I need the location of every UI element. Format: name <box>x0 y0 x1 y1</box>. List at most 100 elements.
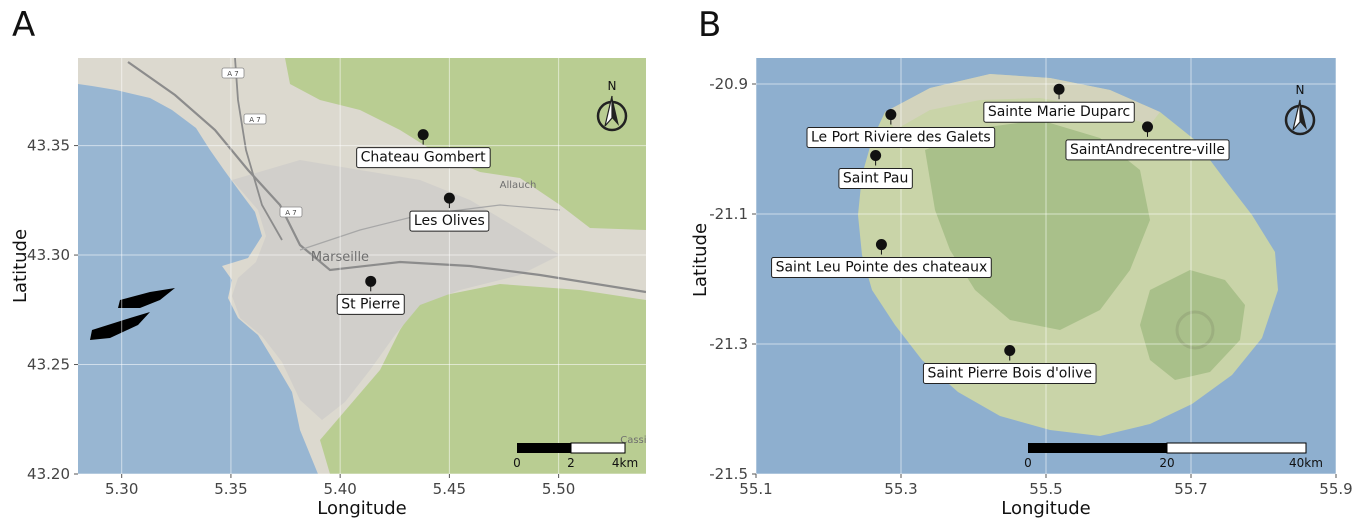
coastal-urban <box>885 74 1160 130</box>
site-markers: Chateau Gombert Les Olives St Pierre <box>336 129 491 315</box>
scale-bar-black <box>1028 443 1167 453</box>
place-labels: Marseille Allauch Cassis <box>311 180 652 446</box>
site-label: Chateau Gombert <box>361 150 487 166</box>
site-point[interactable] <box>443 192 455 204</box>
y-axis-title: Latitude <box>690 223 711 297</box>
site-label-box <box>409 210 490 232</box>
volcano-crater <box>1175 310 1215 350</box>
place-label-marseille: Marseille <box>311 250 369 265</box>
north-label: N <box>1296 83 1305 97</box>
site-point[interactable] <box>1004 345 1016 356</box>
y-tick-label: 43.30 <box>27 246 70 264</box>
site-marker[interactable]: Saint Pierre Bois d'olive <box>922 345 1097 384</box>
road-shields: A 7 A 7 A 7 <box>221 67 303 218</box>
site-label: SaintAndrecentre-ville <box>1070 142 1225 158</box>
site-label-box <box>922 363 1097 384</box>
y-axis-title: Latitude <box>10 229 31 303</box>
x-tick-label: 55.7 <box>1174 480 1207 498</box>
hills-south <box>320 284 646 474</box>
x-tick-label: 5.45 <box>433 480 466 498</box>
x-tick-label: 5.50 <box>542 480 575 498</box>
site-marker[interactable]: Les Olives <box>409 192 490 232</box>
hills-north <box>285 58 646 230</box>
scale-bar-label: 2 <box>567 456 575 470</box>
site-label: St Pierre <box>341 296 400 312</box>
map-b[interactable]: Sainte Marie Duparc Le Port Riviere des G… <box>756 58 1336 474</box>
scale-bar-label: 40km <box>1289 456 1323 470</box>
site-point[interactable] <box>870 150 882 161</box>
x-tick-label: 55.9 <box>1319 480 1352 498</box>
x-tick-label: 5.35 <box>214 480 247 498</box>
volcano <box>1140 270 1245 380</box>
site-point[interactable] <box>1142 121 1153 133</box>
site-label-box <box>771 257 992 279</box>
x-tick-label: 55.1 <box>739 480 772 498</box>
y-tick-label: -21.5 <box>709 465 748 483</box>
site-point[interactable] <box>417 129 429 141</box>
x-axis-title: Longitude <box>317 498 407 519</box>
site-label: Saint Pau <box>843 171 908 187</box>
scale-bar-label: 0 <box>1024 456 1032 470</box>
site-label: Sainte Marie Duparc <box>988 104 1130 120</box>
north-arrow-icon: N <box>596 79 628 132</box>
y-tick-label: 43.35 <box>27 137 70 155</box>
scale-bar-label: 20 <box>1159 456 1174 470</box>
y-axis-ticks: 43.20 43.25 43.30 43.35 <box>27 137 78 483</box>
road-shield-label: A 7 <box>285 209 296 217</box>
site-label-box <box>1065 139 1230 161</box>
scale-bar-label: 0 <box>513 456 521 470</box>
road-shield-label: A 7 <box>249 116 260 124</box>
panel-letter-a: A <box>12 5 35 45</box>
site-point[interactable] <box>1053 83 1065 95</box>
y-tick-label: -21.1 <box>709 205 748 223</box>
site-marker[interactable]: Sainte Marie Duparc <box>983 83 1135 123</box>
x-axis-ticks: 55.1 55.3 55.5 55.7 55.9 <box>739 474 1353 498</box>
site-label-box <box>806 127 996 149</box>
scale-bar: 0 20 40km <box>1024 442 1323 470</box>
x-tick-label: 55.5 <box>1029 480 1062 498</box>
scale-bar-white <box>570 442 626 454</box>
place-label-cassis: Cassis <box>620 435 652 446</box>
motorway-north <box>234 58 283 241</box>
site-marker[interactable]: Le Port Riviere des Galets <box>806 109 996 149</box>
y-tick-label: 43.20 <box>27 465 70 483</box>
site-point[interactable] <box>885 109 897 121</box>
road-shield-label: A 7 <box>227 70 238 78</box>
north-arrow-right <box>1300 100 1307 130</box>
site-label: Saint Pierre Bois d'olive <box>927 366 1092 382</box>
site-marker[interactable]: St Pierre <box>336 275 405 315</box>
scale-bar-white <box>1166 442 1307 454</box>
site-marker[interactable]: Saint Leu Pointe des chateaux <box>771 239 992 279</box>
scale-bar-black <box>517 443 571 453</box>
site-label-box <box>838 168 913 189</box>
grid-lines <box>78 58 646 474</box>
site-point[interactable] <box>875 239 887 251</box>
x-axis-title: Longitude <box>1001 498 1091 519</box>
motorway-a7 <box>127 61 646 294</box>
panel-a: A Marseille Allauch Cassis <box>10 5 652 519</box>
place-label-allauch: Allauch <box>500 180 537 191</box>
x-axis-ticks: 5.30 5.35 5.40 5.45 5.50 <box>105 474 575 498</box>
panel-letter-b: B <box>698 5 721 45</box>
site-label-box <box>336 293 405 315</box>
y-tick-label: -20.9 <box>709 75 748 93</box>
x-tick-label: 55.3 <box>884 480 917 498</box>
site-marker[interactable]: Chateau Gombert <box>356 129 491 169</box>
site-label-box <box>983 101 1135 123</box>
scale-bar: 0 2 4km <box>513 442 638 470</box>
panel-b: B Sainte Marie Duparc Le Port Riviere des… <box>690 5 1353 519</box>
map-a[interactable]: Marseille Allauch Cassis A 7 A 7 A 7 Cha… <box>78 58 652 474</box>
site-marker[interactable]: Saint Pau <box>838 150 913 189</box>
site-markers: Sainte Marie Duparc Le Port Riviere des G… <box>771 83 1230 384</box>
north-arrow-right <box>612 96 619 126</box>
site-label-box <box>356 147 491 169</box>
site-marker[interactable]: SaintAndrecentre-ville <box>1065 121 1230 161</box>
y-axis-ticks: -20.9 -21.1 -21.3 -21.5 <box>709 75 756 483</box>
scale-bar-label: 4km <box>612 456 638 470</box>
site-point[interactable] <box>365 275 377 287</box>
island <box>90 312 150 340</box>
site-label: Les Olives <box>414 213 485 229</box>
island <box>118 288 175 308</box>
site-label: Saint Leu Pointe des chateaux <box>776 260 988 276</box>
